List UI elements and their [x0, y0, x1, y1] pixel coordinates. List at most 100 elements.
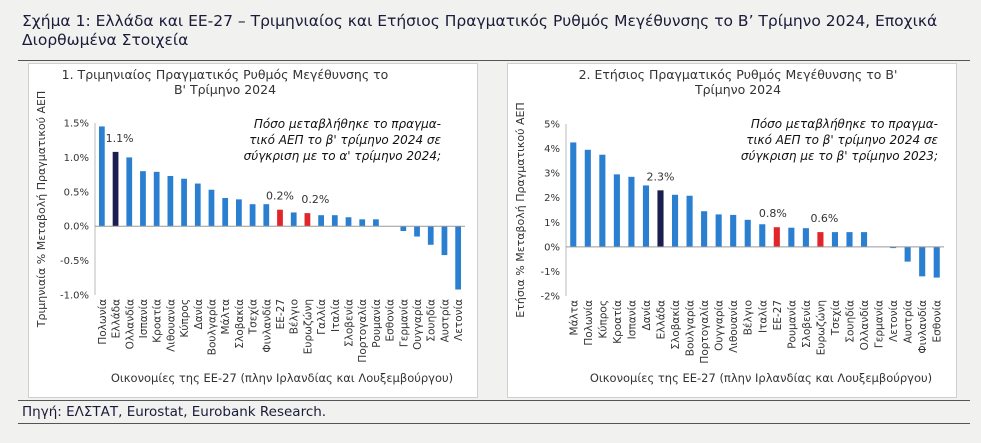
- y-tick-label: -1.0%: [60, 291, 89, 302]
- category-label: Εσθονία: [932, 300, 944, 343]
- bar: [744, 219, 751, 247]
- annotation-text: Πόσο μεταβλήθηκε το πραγμα-: [751, 117, 938, 131]
- category-label: Αυστρία: [903, 300, 915, 343]
- category-label: Σλοβακία: [670, 300, 682, 350]
- annotation-text: τικό ΑΕΠ το β' τρίμηνο 2024 σε: [249, 133, 441, 147]
- data-label: 0.2%: [301, 193, 329, 206]
- chart-title: 2. Ετήσιος Πραγματικός Ρυθμός Μεγέθυνσης…: [579, 67, 898, 82]
- y-tick-label: 0.0%: [64, 222, 89, 233]
- category-label: Λετονία: [453, 299, 465, 341]
- bar: [318, 215, 324, 227]
- category-label: Ευρωζώνη: [815, 300, 827, 355]
- category-label: Κροατία: [152, 299, 164, 343]
- y-tick-label: 4%: [544, 144, 560, 155]
- bar: [153, 171, 160, 227]
- annual-growth-chart: 2. Ετήσιος Πραγματικός Ρυθμός Μεγέθυνσης…: [514, 67, 944, 385]
- category-label: Πορτογαλία: [357, 299, 369, 363]
- bar: [584, 149, 591, 247]
- bar: [98, 126, 105, 227]
- source-note: Πηγή: ΕΛΣΤΑΤ, Eurostat, Eurobank Researc…: [22, 404, 327, 420]
- y-axis-label: Ετήσια % Μεταβολή Πραγματικού ΑΕΠ: [514, 102, 527, 317]
- category-label: Γαλλία: [316, 299, 328, 335]
- bar: [181, 178, 187, 227]
- bar: [570, 142, 577, 247]
- category-label: Πολωνία: [583, 300, 595, 346]
- category-label: Φινλανδία: [917, 300, 929, 354]
- category-label: Ολλανδία: [859, 300, 871, 350]
- y-tick-label: -1%: [541, 267, 560, 278]
- bar: [919, 246, 926, 277]
- bar: [701, 211, 708, 247]
- y-tick-label: 3%: [544, 169, 560, 180]
- bar: [628, 176, 635, 247]
- bar: [599, 154, 606, 247]
- data-label: 0.8%: [759, 207, 787, 220]
- footer-divider: [18, 423, 970, 424]
- category-label: Κύπρος: [179, 299, 191, 338]
- category-label: Γερμανία: [874, 300, 886, 348]
- category-label: Ιταλία: [330, 299, 342, 332]
- category-label: Πορτογαλία: [699, 300, 711, 364]
- bar: [890, 246, 897, 249]
- category-label: Ουγγαρία: [412, 299, 424, 350]
- category-label: Βουλγαρία: [206, 299, 218, 355]
- category-label: Σλοβενία: [801, 300, 813, 348]
- category-label: Ολλανδία: [124, 299, 136, 349]
- bar: [802, 228, 809, 247]
- category-label: ΕΕ-27: [772, 300, 784, 330]
- data-label: 1.1%: [106, 132, 134, 145]
- category-label: Λιθουανία: [165, 299, 177, 352]
- bar: [686, 195, 693, 247]
- category-label: Τσεχία: [830, 300, 842, 336]
- category-label: Αυστρία: [439, 299, 451, 342]
- category-label: Βέλγιο: [743, 300, 755, 335]
- category-label: Βέλγιο: [289, 299, 301, 334]
- bar: [730, 214, 737, 247]
- category-label: Εσθονία: [385, 299, 397, 342]
- bar: [414, 226, 420, 237]
- bar: [455, 226, 462, 290]
- top-divider: [18, 60, 970, 61]
- bar: [277, 209, 283, 227]
- chart-title: 1. Τριμηνιαίος Πραγματικός Ρυθμός Μεγέθυ…: [62, 67, 389, 82]
- category-label: Ρουμανία: [786, 300, 798, 349]
- bar: [373, 219, 379, 227]
- bottom-divider: [18, 400, 970, 401]
- bar: [194, 183, 201, 227]
- category-label: Ευρωζώνη: [302, 299, 314, 354]
- category-label: Σλοβακία: [234, 299, 246, 349]
- bar: [236, 199, 242, 227]
- category-label: ΕΕ-27: [275, 299, 287, 329]
- data-label: 0.6%: [810, 212, 838, 225]
- category-label: Φινλανδία: [261, 299, 273, 353]
- data-label: 0.2%: [266, 190, 294, 203]
- bar: [400, 226, 407, 232]
- y-tick-label: -2%: [541, 292, 560, 303]
- annotation-text: τικό ΑΕΠ το β' τρίμηνο 2024 σε: [746, 133, 938, 147]
- quarterly-growth-chart: 1. Τριμηνιαίος Πραγματικός Ρυθμός Μεγέθυ…: [35, 67, 465, 385]
- bar: [290, 212, 297, 227]
- category-label: Ισπανία: [138, 299, 150, 338]
- y-tick-label: 5%: [544, 120, 560, 131]
- bar: [860, 232, 868, 247]
- category-label: Γερμανία: [398, 299, 410, 347]
- bar: [345, 217, 352, 227]
- bar: [304, 213, 311, 227]
- category-label: Κροατία: [612, 300, 624, 344]
- chart-panel-quarterly: 1. Τριμηνιαίος Πραγματικός Ρυθμός Μεγέθυ…: [28, 63, 478, 398]
- category-label: Ισπανία: [626, 300, 638, 339]
- category-label: Σλοβενία: [344, 299, 356, 347]
- category-label: Ελλάδα: [111, 299, 123, 338]
- bar: [831, 232, 839, 247]
- category-label: Ιταλία: [757, 300, 769, 333]
- annotation-text: σύγκριση με το α' τρίμηνο 2024;: [244, 149, 441, 163]
- bar: [222, 197, 229, 227]
- bar: [759, 224, 766, 247]
- bar: [263, 204, 270, 227]
- bar: [817, 232, 824, 247]
- category-label: Κύπρος: [597, 300, 609, 339]
- bar: [715, 214, 722, 247]
- category-label: Μάλτα: [220, 299, 232, 335]
- y-tick-label: 0%: [544, 242, 560, 253]
- chart-title: Β' Τρίμηνο 2024: [174, 82, 276, 97]
